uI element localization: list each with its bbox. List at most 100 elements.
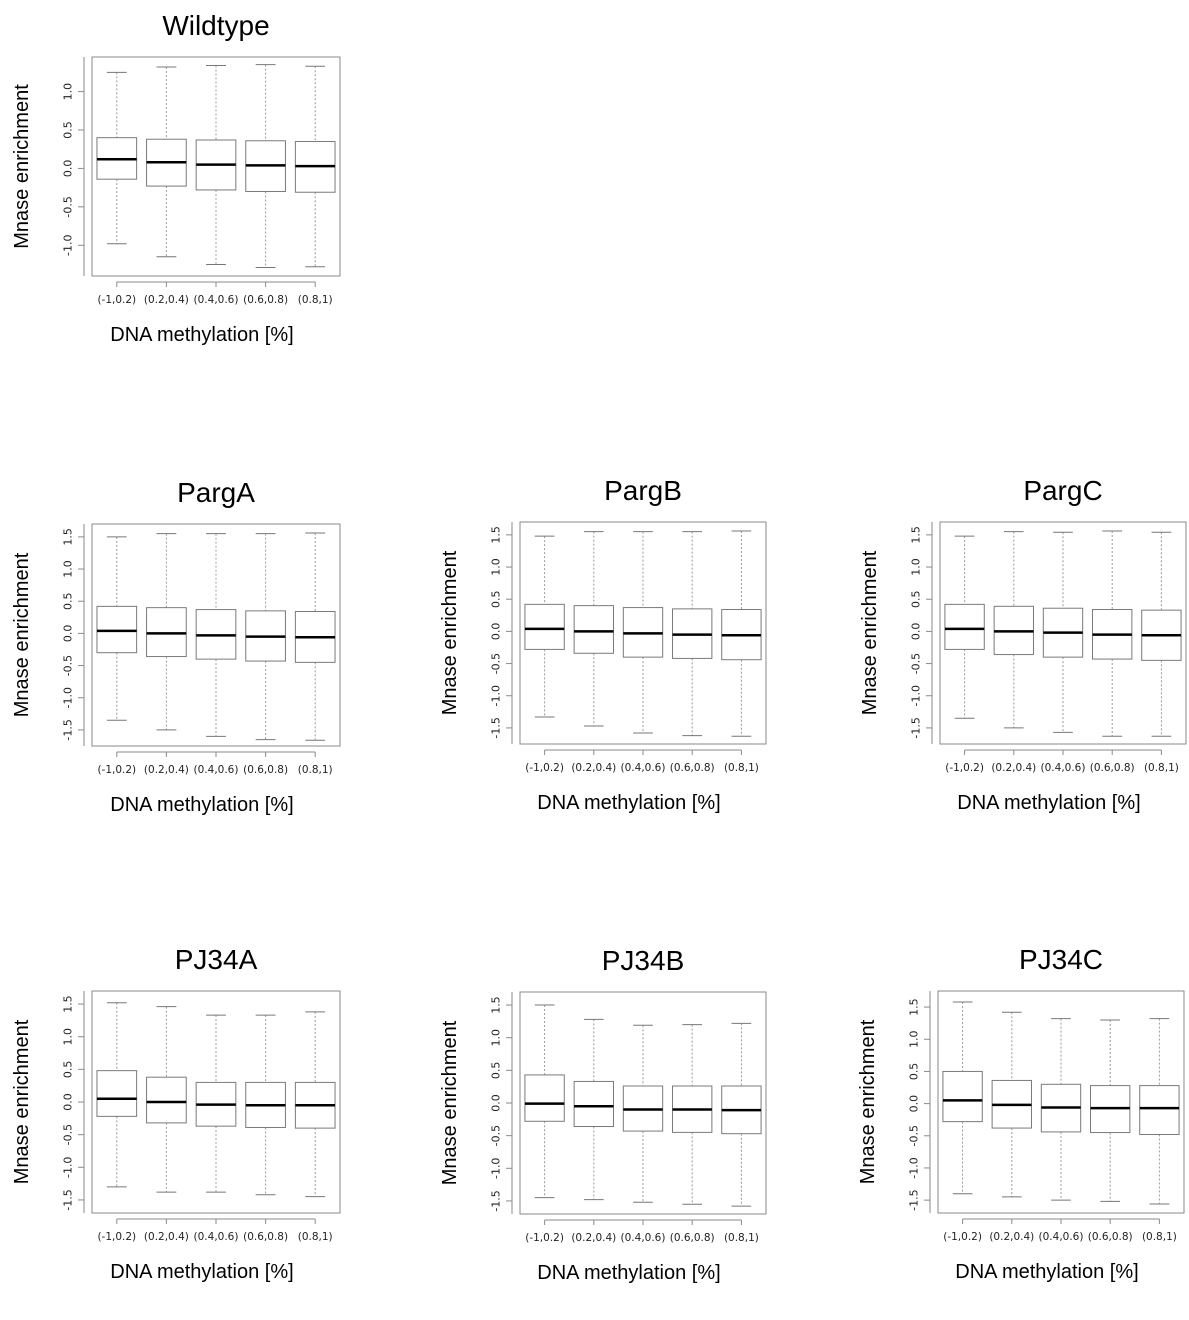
box-1 [96,1002,138,1188]
y-tick-label: 1.0 [62,1028,75,1046]
boxplot-chart: PargC -1.5 -1.0 -0.5 0.0 0.5 1.0 1.5 (-1,0.2) (0.… [859,475,1187,814]
x-tick-label: (-1,0.2) [97,764,136,776]
y-tick-label: -1.0 [490,1158,503,1179]
y-tick-label: -1.0 [908,1157,921,1178]
boxplot-panel-pj34b: PJ34B -1.5 -1.0 -0.5 0.0 0.5 1.0 1.5 (-1,0.2) (0.… [430,940,810,1320]
x-axis-label: DNA methylation [%] [110,1261,293,1283]
y-tick-label: 0.0 [62,160,75,178]
box-5 [294,65,336,268]
iqr-box [146,607,187,658]
y-axis-label: Mnase enrichment [439,1020,461,1185]
y-tick-label: 0.0 [62,1093,75,1111]
box-2 [146,66,187,258]
iqr-box [96,1070,138,1117]
box-1 [944,535,985,719]
boxplot-panel-pargc: PargC -1.5 -1.0 -0.5 0.0 0.5 1.0 1.5 (-1,0.2) (0.… [847,470,1189,850]
plot-frame [939,521,1187,745]
chart-title: PJ34B [602,945,685,976]
box-5 [294,532,336,741]
y-tick-label: 0.0 [910,623,923,641]
x-tick-label: (0.8,1) [298,294,333,306]
chart-title: PargC [1023,475,1102,506]
boxplot-chart: PargA -1.5 -1.0 -0.5 0.0 0.5 1.0 1.5 (-1,0.2) (0.… [11,477,341,816]
y-axis-label: Mnase enrichment [439,550,461,715]
x-tick-label: (0.8,1) [724,762,759,774]
y-axis-label: Mnase enrichment [857,1019,879,1184]
y-tick-label: 1.5 [908,998,921,1016]
y-tick-label: -0.5 [910,653,923,674]
boxplot-chart: PJ34C -1.5 -1.0 -0.5 0.0 0.5 1.0 1.5 (-1,0.2) (0.… [857,944,1185,1283]
x-tick-label: (-1,0.2) [525,1232,564,1244]
iqr-box [944,603,985,650]
box-5 [721,1022,762,1207]
y-tick-label: -0.5 [490,653,503,674]
y-tick-label: -1.5 [908,1189,921,1210]
y-tick-label: 1.0 [62,560,75,578]
x-tick-label: (-1,0.2) [97,294,136,306]
x-tick-label: (0.2,0.4) [571,1232,616,1244]
boxplot-chart: PargB -1.5 -1.0 -0.5 0.0 0.5 1.0 1.5 (-1,0.2) (0.… [439,475,767,814]
x-tick-label: (0.2,0.4) [571,762,616,774]
box-1 [96,71,138,245]
x-tick-label: (0.6,0.8) [1088,1231,1133,1243]
box-3 [1040,1018,1082,1201]
box-3 [622,531,664,734]
box-1 [524,1004,565,1199]
y-tick-label: -1.5 [490,1190,503,1211]
y-tick-label: 0.5 [908,1063,921,1081]
boxplot-panel-parga: PargA -1.5 -1.0 -0.5 0.0 0.5 1.0 1.5 (-1,0.2) (0.… [0,470,380,850]
y-tick-label: 0.0 [908,1095,921,1113]
x-tick-label: (0.2,0.4) [144,294,189,306]
box-2 [573,531,614,727]
x-tick-label: (0.6,0.8) [1090,762,1135,774]
y-tick-label: 1.0 [910,558,923,576]
y-tick-label: 0.5 [62,592,75,610]
x-tick-label: (0.6,0.8) [243,1231,288,1243]
x-tick-label: (0.2,0.4) [144,764,189,776]
box-4 [1092,530,1133,737]
x-tick-label: (0.6,0.8) [243,294,288,306]
plot-frame [91,56,341,277]
plot-frame [91,990,341,1214]
y-tick-label: 1.5 [62,995,75,1013]
iqr-box [524,1074,565,1122]
x-tick-label: (0.2,0.4) [144,1231,189,1243]
x-tick-label: (0.2,0.4) [989,1231,1034,1243]
box-3 [622,1024,664,1203]
boxplot-panel-pargb: PargB -1.5 -1.0 -0.5 0.0 0.5 1.0 1.5 (-1,0.2) (0.… [430,470,810,850]
x-tick-label: (0.4,0.6) [194,294,239,306]
chart-title: PargA [177,477,255,508]
iqr-box [942,1070,983,1123]
y-tick-label: -0.5 [908,1125,921,1146]
chart-title: PJ34A [175,944,258,975]
x-tick-label: (-1,0.2) [525,762,564,774]
y-tick-label: 0.5 [62,1061,75,1079]
y-tick-label: 1.0 [490,558,503,576]
box-4 [245,64,286,269]
x-tick-label: (0.4,0.6) [1039,1231,1084,1243]
x-tick-label: (0.8,1) [298,764,333,776]
y-tick-label: -1.5 [490,717,503,738]
box-2 [993,531,1034,729]
chart-title: PargB [604,475,682,506]
y-tick-label: 0.0 [490,1094,503,1112]
box-1 [524,535,565,718]
y-tick-label: -1.5 [62,719,75,740]
y-tick-label: 1.5 [62,528,75,546]
box-3 [195,1014,237,1193]
y-tick-label: 0.0 [62,625,75,643]
box-4 [672,531,713,737]
y-tick-label: -1.0 [490,685,503,706]
y-tick-label: -1.0 [62,1157,75,1178]
box-3 [195,533,237,737]
x-tick-label: (0.4,0.6) [621,762,666,774]
boxplot-chart: PJ34A -1.5 -1.0 -0.5 0.0 0.5 1.0 1.5 (-1,0.2) (0.… [11,944,341,1283]
x-tick-label: (0.2,0.4) [991,762,1036,774]
y-tick-label: 1.5 [910,526,923,544]
boxplot-chart: Wildtype -1.0 -0.5 0.0 0.5 1.0 (-1,0.2) (0.2,0.… [11,10,341,346]
y-tick-label: 0.5 [910,590,923,608]
plot-frame [91,523,341,747]
x-axis-label: DNA methylation [%] [110,794,293,816]
box-4 [672,1024,713,1205]
x-axis-label: DNA methylation [%] [537,1262,720,1284]
